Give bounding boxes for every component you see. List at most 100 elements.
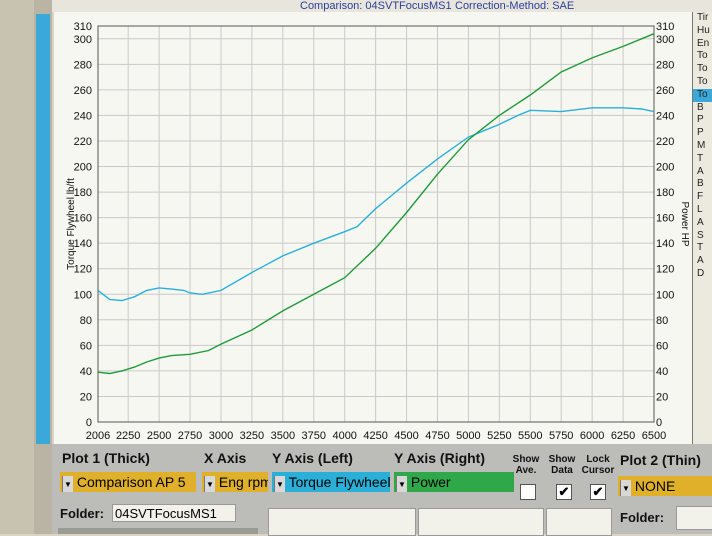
x-tick-label: 4500 bbox=[394, 430, 418, 442]
dyno-chart: 0204060801001201401601802002202402602803… bbox=[54, 12, 692, 444]
info-box-2 bbox=[418, 508, 544, 536]
status-strip bbox=[58, 528, 258, 534]
x-tick-label: 4250 bbox=[363, 430, 387, 442]
data-list-item[interactable]: To bbox=[697, 50, 708, 62]
data-list-item[interactable]: To bbox=[697, 75, 708, 87]
y2-tick-label: 40 bbox=[656, 366, 668, 378]
window-title-strip: Comparison: 04SVTFocusMS1 Correction-Met… bbox=[0, 0, 712, 12]
y-tick-label: 100 bbox=[74, 289, 92, 301]
y2-tick-label: 140 bbox=[656, 238, 674, 250]
y-tick-label: 140 bbox=[74, 238, 92, 250]
lock-cursor-label: Lock Cursor bbox=[581, 454, 615, 476]
data-list-item[interactable]: A bbox=[697, 216, 704, 228]
x-tick-label: 6250 bbox=[611, 430, 635, 442]
y2-tick-label: 100 bbox=[656, 289, 674, 301]
info-box-1 bbox=[268, 508, 416, 536]
x-tick-label: 6000 bbox=[580, 430, 604, 442]
y2-tick-label: 0 bbox=[656, 417, 662, 429]
y-tick-label: 220 bbox=[74, 136, 92, 148]
plot-frame bbox=[97, 25, 655, 423]
y2-tick-label: 60 bbox=[656, 340, 668, 352]
y2-tick-label: 220 bbox=[656, 136, 674, 148]
y2-tick-label: 120 bbox=[656, 264, 674, 276]
data-list-item[interactable]: A bbox=[697, 165, 704, 177]
data-list-item[interactable]: F bbox=[697, 191, 704, 203]
info-box-3 bbox=[546, 508, 612, 536]
yright-label: Y Axis (Right) bbox=[394, 450, 486, 466]
show-ave-label: Show Ave. bbox=[512, 454, 540, 476]
xaxis-dropdown-icon[interactable]: ▼ bbox=[204, 476, 215, 492]
folder-input[interactable]: 04SVTFocusMS1 bbox=[112, 504, 236, 522]
left-axis-label: Torque Flywheel lb/ft bbox=[66, 178, 77, 270]
x-tick-label: 3250 bbox=[240, 430, 264, 442]
yright-dropdown-icon[interactable]: ▼ bbox=[396, 476, 407, 492]
chart-grid bbox=[97, 25, 655, 423]
y-tick-label: 310 bbox=[74, 21, 92, 33]
data-list-item[interactable]: S bbox=[697, 229, 704, 241]
data-list-item[interactable]: M bbox=[697, 139, 706, 151]
show-data-checkbox[interactable]: ✔ bbox=[556, 484, 572, 500]
data-list-item[interactable]: L bbox=[697, 203, 703, 215]
xaxis-select[interactable]: ▼ Eng rpm bbox=[202, 472, 268, 492]
data-list-item[interactable]: P bbox=[697, 114, 704, 126]
yleft-label: Y Axis (Left) bbox=[272, 450, 353, 466]
data-list-item[interactable]: En bbox=[697, 37, 710, 49]
data-list-panel[interactable]: Tir Hu En To To To To B P P M T A B F L A S T A D bbox=[692, 12, 712, 444]
yleft-select[interactable]: ▼ Torque Flywheel bbox=[272, 472, 390, 492]
folder2-input[interactable] bbox=[676, 506, 712, 530]
plot2-dropdown-icon[interactable]: ▼ bbox=[620, 480, 631, 496]
x-tick-label: 3500 bbox=[271, 430, 295, 442]
yleft-dropdown-icon[interactable]: ▼ bbox=[274, 476, 285, 492]
data-list-item[interactable]: T bbox=[697, 242, 704, 254]
data-list-item[interactable]: To bbox=[697, 63, 708, 75]
y-tick-label: 20 bbox=[80, 391, 92, 403]
y-tick-label: 120 bbox=[74, 264, 92, 276]
yright-select[interactable]: ▼ Power bbox=[394, 472, 514, 492]
folder2-label: Folder: bbox=[620, 510, 665, 525]
y-tick-label: 280 bbox=[74, 59, 92, 71]
plot1-select[interactable]: ▼ Comparison AP 5 bbox=[60, 472, 196, 492]
y2-tick-label: 80 bbox=[656, 315, 668, 327]
y-tick-label: 240 bbox=[74, 110, 92, 122]
x-tick-label: 2250 bbox=[116, 430, 140, 442]
data-list-item[interactable]: A bbox=[697, 255, 704, 267]
x-tick-label: 5750 bbox=[549, 430, 573, 442]
left-frame bbox=[0, 0, 34, 534]
y2-tick-label: 20 bbox=[656, 391, 668, 403]
y-tick-label: 260 bbox=[74, 85, 92, 97]
x-tick-label: 3750 bbox=[302, 430, 326, 442]
plot2-select[interactable]: ▼ NONE bbox=[618, 476, 712, 496]
y-tick-label: 160 bbox=[74, 213, 92, 225]
chart-series bbox=[97, 33, 655, 375]
x-tick-label: 5250 bbox=[487, 430, 511, 442]
control-panel: Plot 1 (Thick) ▼ Comparison AP 5 X Axis … bbox=[52, 444, 712, 536]
data-list-item[interactable]: T bbox=[697, 152, 704, 164]
plot-background bbox=[54, 12, 692, 444]
data-list-item[interactable]: B bbox=[697, 178, 704, 190]
yright-value: Power bbox=[410, 474, 451, 490]
data-list-item[interactable]: Hu bbox=[697, 24, 710, 36]
correction-method-title: Correction-Method: SAE bbox=[455, 0, 575, 12]
data-list-item[interactable]: To bbox=[693, 88, 712, 102]
plot1-value: Comparison AP 5 bbox=[76, 474, 186, 490]
x-tick-label: 4000 bbox=[332, 430, 356, 442]
y-tick-label: 300 bbox=[74, 34, 92, 46]
plot1-label: Plot 1 (Thick) bbox=[62, 450, 150, 466]
y2-tick-label: 280 bbox=[656, 59, 674, 71]
show-data-label: Show Data bbox=[548, 454, 576, 476]
lock-cursor-checkbox[interactable]: ✔ bbox=[590, 484, 606, 500]
data-list-item[interactable]: Tir bbox=[697, 12, 709, 23]
xaxis-value: Eng rpm bbox=[218, 474, 268, 490]
left-axis-ticks: 0 20 40 60 80 100 120 140 160 180 200 220 240 260 280 3… bbox=[74, 21, 92, 429]
show-ave-checkbox[interactable] bbox=[520, 484, 536, 500]
x-tick-label: 6500 bbox=[642, 430, 666, 442]
y2-tick-label: 260 bbox=[656, 85, 674, 97]
y-tick-label: 180 bbox=[74, 187, 92, 199]
data-list-item[interactable]: P bbox=[697, 127, 704, 139]
data-list-item[interactable]: B bbox=[697, 101, 704, 113]
plot1-dropdown-icon[interactable]: ▼ bbox=[62, 476, 73, 492]
torque-series-line bbox=[97, 107, 655, 302]
data-list-item[interactable]: D bbox=[697, 267, 705, 279]
y-tick-label: 80 bbox=[80, 315, 92, 327]
y2-tick-label: 160 bbox=[656, 213, 674, 225]
